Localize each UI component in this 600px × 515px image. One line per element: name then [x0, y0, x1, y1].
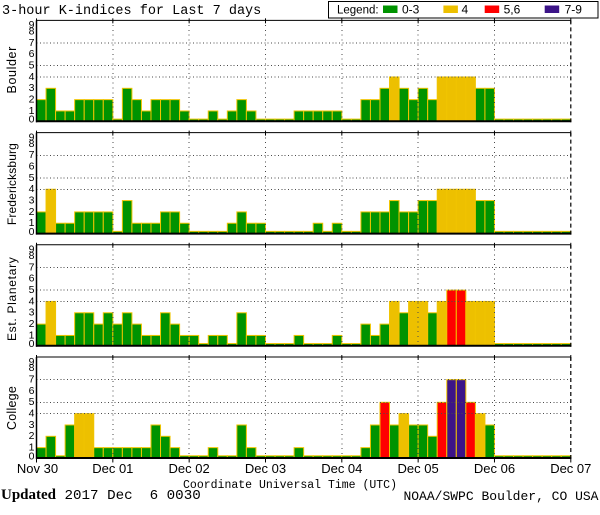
svg-text:7: 7 [29, 374, 35, 386]
svg-text:College: College [5, 386, 19, 430]
svg-text:6: 6 [29, 273, 35, 285]
svg-text:4: 4 [462, 3, 469, 17]
svg-text:5: 5 [29, 396, 35, 408]
svg-text:2017 Dec 6 0030: 2017 Dec 6 0030 [65, 488, 201, 504]
svg-text:1: 1 [29, 442, 35, 454]
svg-text:7: 7 [29, 37, 35, 49]
svg-text:9: 9 [29, 19, 35, 31]
svg-text:NOAA/SWPC Boulder, CO USA: NOAA/SWPC Boulder, CO USA [403, 489, 598, 504]
svg-text:5: 5 [29, 172, 35, 184]
svg-text:5,6: 5,6 [504, 3, 521, 17]
svg-text:1: 1 [29, 217, 35, 229]
svg-text:8: 8 [29, 362, 35, 374]
svg-text:3: 3 [29, 419, 35, 431]
svg-text:Dec 03: Dec 03 [245, 461, 286, 476]
svg-text:Boulder: Boulder [5, 46, 19, 93]
svg-text:7: 7 [29, 149, 35, 161]
svg-text:2: 2 [29, 206, 35, 218]
svg-text:7: 7 [29, 261, 35, 273]
svg-text:8: 8 [29, 138, 35, 150]
svg-text:3: 3 [29, 82, 35, 94]
svg-text:0: 0 [29, 338, 35, 350]
svg-text:3: 3 [29, 194, 35, 206]
svg-text:0-3: 0-3 [402, 3, 420, 17]
svg-text:Legend:: Legend: [337, 5, 379, 17]
svg-text:7-9: 7-9 [565, 3, 583, 17]
svg-text:8: 8 [29, 250, 35, 262]
svg-text:5: 5 [29, 60, 35, 72]
svg-text:1: 1 [29, 105, 35, 117]
svg-text:Dec 01: Dec 01 [92, 461, 133, 476]
svg-text:Dec 07: Dec 07 [550, 461, 591, 476]
svg-text:Est. Planetary: Est. Planetary [5, 257, 19, 342]
svg-text:Dec 04: Dec 04 [321, 461, 362, 476]
svg-text:4: 4 [29, 295, 35, 307]
svg-text:4: 4 [29, 408, 35, 420]
svg-text:Fredericksburg: Fredericksburg [5, 143, 19, 225]
svg-text:9: 9 [29, 244, 35, 256]
svg-text:9: 9 [29, 131, 35, 143]
svg-text:Dec 02: Dec 02 [169, 461, 210, 476]
svg-text:Dec 05: Dec 05 [398, 461, 439, 476]
svg-text:2: 2 [29, 318, 35, 330]
svg-text:2: 2 [29, 94, 35, 106]
svg-text:2: 2 [29, 430, 35, 442]
svg-text:8: 8 [29, 26, 35, 38]
svg-text:0: 0 [29, 226, 35, 238]
svg-text:5: 5 [29, 284, 35, 296]
svg-text:4: 4 [29, 71, 35, 83]
svg-text:3: 3 [29, 307, 35, 319]
svg-text:4: 4 [29, 183, 35, 195]
svg-text:6: 6 [29, 385, 35, 397]
svg-text:6: 6 [29, 48, 35, 60]
svg-text:Dec 06: Dec 06 [474, 461, 515, 476]
svg-text:Nov 30: Nov 30 [17, 461, 58, 476]
svg-text:6: 6 [29, 160, 35, 172]
svg-text:0: 0 [29, 450, 35, 462]
svg-text:Coordinate Universal Time (UTC: Coordinate Universal Time (UTC) [183, 479, 397, 492]
svg-text:9: 9 [29, 356, 35, 368]
svg-text:1: 1 [29, 329, 35, 341]
svg-text:Updated: Updated [1, 487, 57, 503]
svg-text:0: 0 [29, 114, 35, 126]
svg-text:3-hour K-indices for Last 7 da: 3-hour K-indices for Last 7 days [2, 4, 261, 19]
